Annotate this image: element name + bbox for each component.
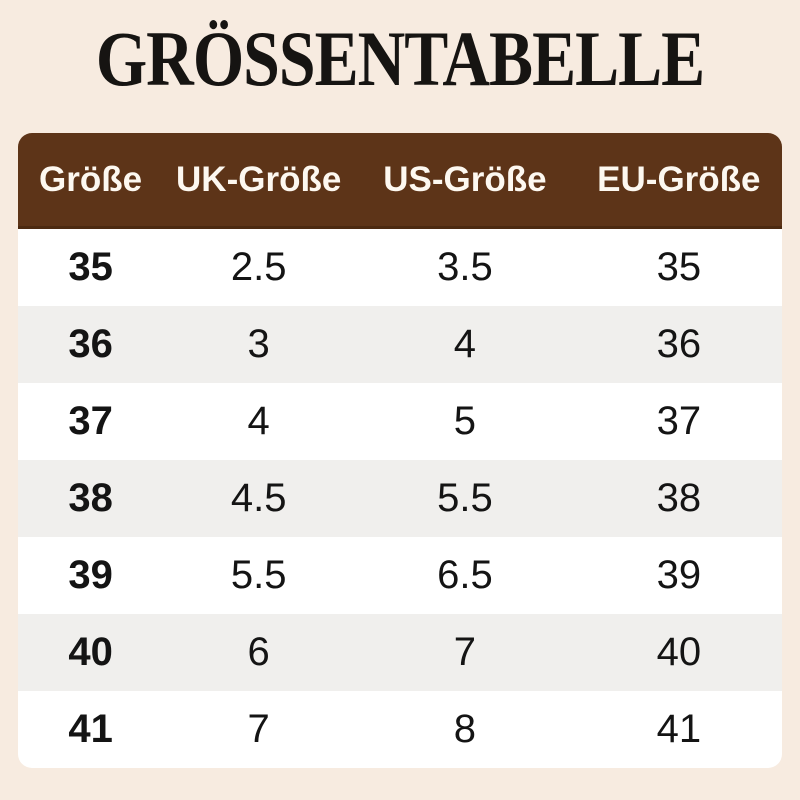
size-table-container: Größe UK-Größe US-Größe EU-Größe 35 2.5 3.… [18,133,782,768]
size-value-cell: 6.5 [354,537,576,614]
size-value-cell: 5.5 [354,460,576,537]
table-row: 36 3 4 36 [18,306,782,383]
size-value-cell: 7 [163,691,355,768]
header-row: Größe UK-Größe US-Größe EU-Größe [18,133,782,229]
column-header-groesse: Größe [18,133,164,229]
size-value-cell: 5.5 [163,537,355,614]
size-value-cell: 3 [163,306,355,383]
size-value-cell: 4 [354,306,576,383]
size-cell: 35 [18,229,164,306]
size-value-cell: 7 [354,614,576,691]
column-header-eu-groesse: EU-Größe [575,133,782,229]
size-table: Größe UK-Größe US-Größe EU-Größe 35 2.5 3.… [18,133,782,768]
table-row: 38 4.5 5.5 38 [18,460,782,537]
table-row: 37 4 5 37 [18,383,782,460]
table-row: 41 7 8 41 [18,691,782,768]
size-value-cell: 38 [575,460,782,537]
size-cell: 36 [18,306,164,383]
size-cell: 38 [18,460,164,537]
size-value-cell: 5 [354,383,576,460]
column-header-uk-groesse: UK-Größe [163,133,355,229]
size-cell: 37 [18,383,164,460]
page-title: GRÖSSENTABELLE [95,16,705,103]
size-table-header: Größe UK-Größe US-Größe EU-Größe [18,133,782,229]
size-cell: 41 [18,691,164,768]
size-value-cell: 35 [575,229,782,306]
size-value-cell: 6 [163,614,355,691]
size-value-cell: 8 [354,691,576,768]
size-table-body: 35 2.5 3.5 35 36 3 4 36 37 4 5 37 38 4.5 5.5 38 39 5.5 6.5… [18,229,782,768]
size-value-cell: 37 [575,383,782,460]
size-value-cell: 4.5 [163,460,355,537]
table-row: 35 2.5 3.5 35 [18,229,782,306]
size-value-cell: 40 [575,614,782,691]
page-title-wrap: GRÖSSENTABELLE [0,0,800,120]
size-value-cell: 2.5 [163,229,355,306]
size-value-cell: 39 [575,537,782,614]
size-value-cell: 4 [163,383,355,460]
size-value-cell: 41 [575,691,782,768]
size-value-cell: 3.5 [354,229,576,306]
size-value-cell: 36 [575,306,782,383]
size-cell: 40 [18,614,164,691]
size-cell: 39 [18,537,164,614]
table-row: 40 6 7 40 [18,614,782,691]
column-header-us-groesse: US-Größe [354,133,576,229]
table-row: 39 5.5 6.5 39 [18,537,782,614]
